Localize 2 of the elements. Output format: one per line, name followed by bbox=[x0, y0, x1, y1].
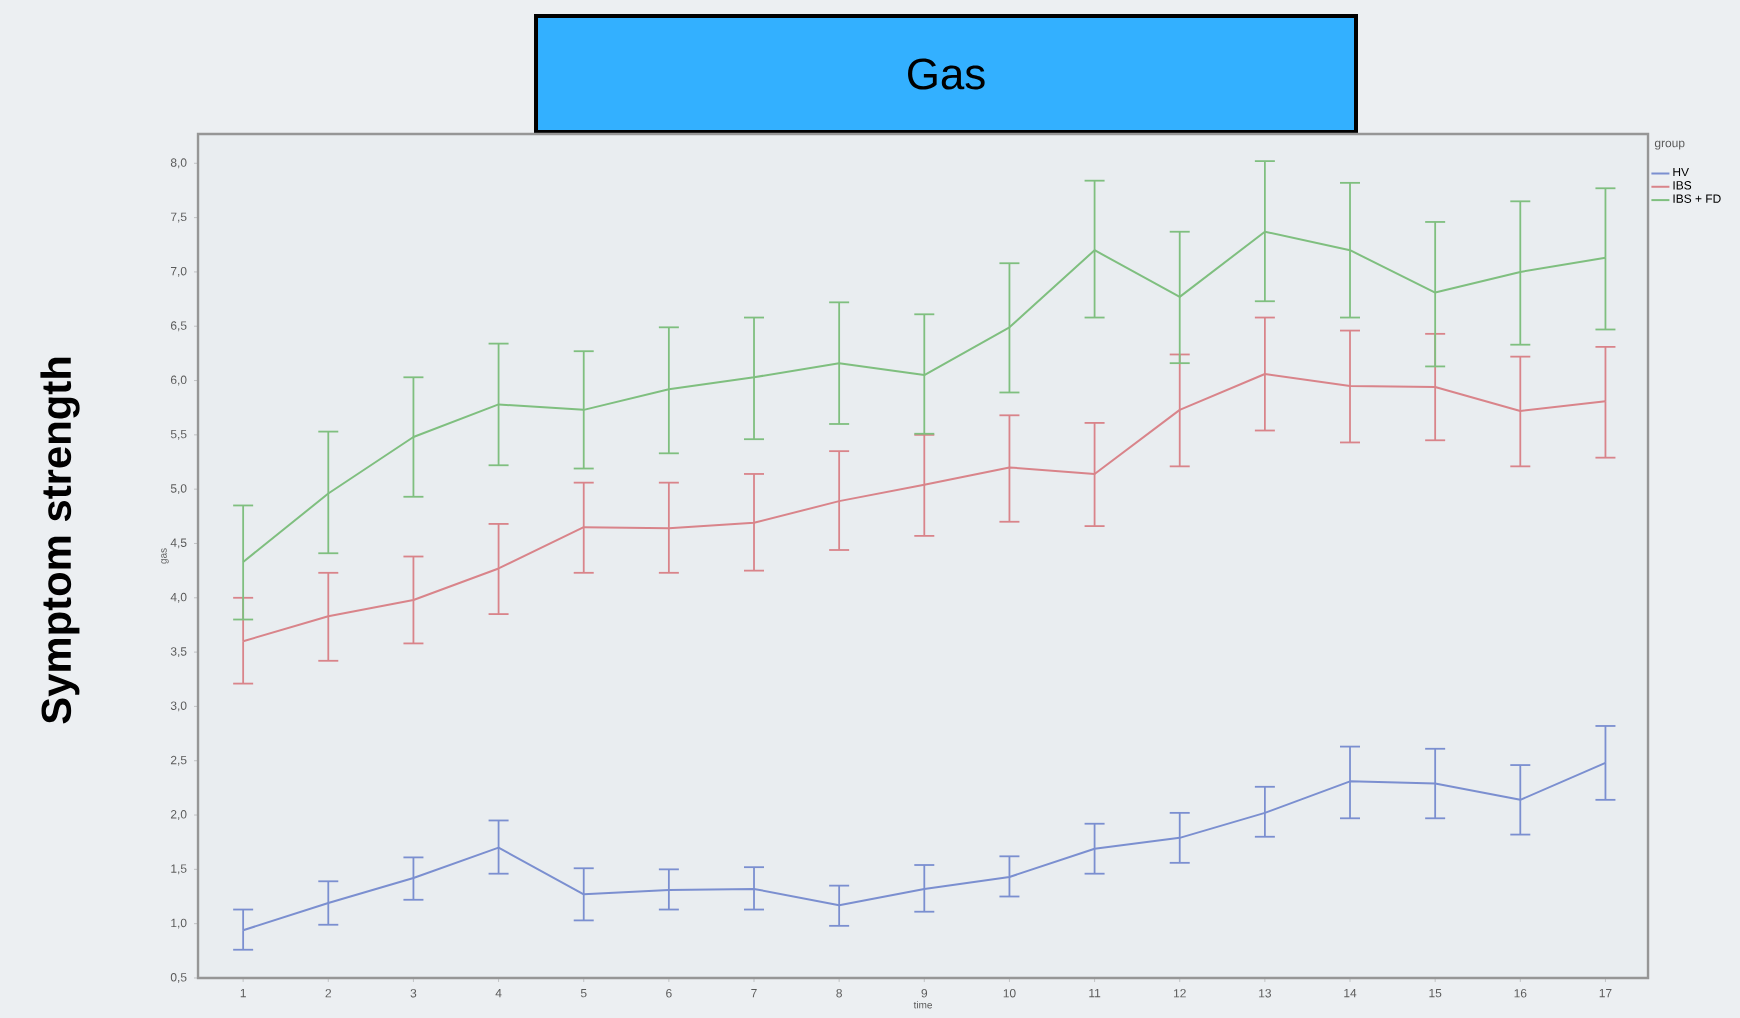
text: Symptom strength bbox=[40, 357, 80, 724]
chart-title: Gas bbox=[908, 58, 985, 90]
